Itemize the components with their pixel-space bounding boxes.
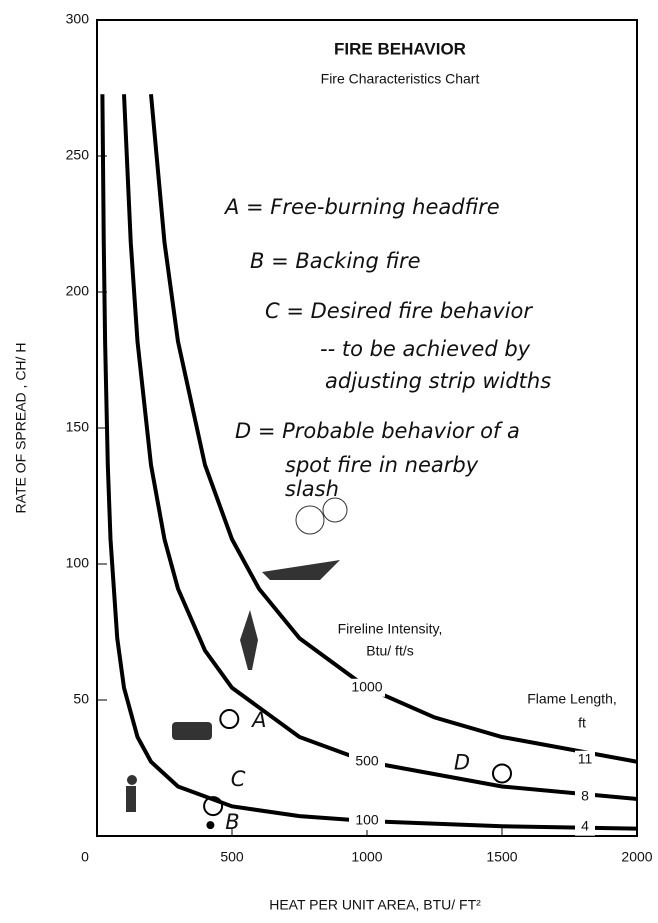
label-bg (349, 678, 385, 697)
chart-title: FIRE BEHAVIOR (334, 39, 466, 58)
point-label: D (454, 750, 470, 774)
point-marker (203, 796, 224, 817)
note: -- to be achieved by (320, 337, 531, 361)
note: adjusting strip widths (325, 369, 551, 393)
label-bg (575, 817, 595, 836)
flame-label: 11 (578, 750, 593, 766)
note: B = Backing fire (250, 249, 421, 273)
curves (100, 94, 637, 831)
note: spot fire in nearby (285, 453, 479, 477)
x-tick-label: 2000 (621, 849, 652, 865)
chart-subtitle: Fire Characteristics Chart (321, 71, 480, 87)
intensity-curve (122, 94, 637, 801)
intensity-curve (100, 94, 637, 831)
intensity-title: Fireline Intensity, (338, 621, 443, 637)
y-tick-label: 150 (66, 419, 90, 435)
label-bg (349, 812, 385, 831)
x-tick-label: 1500 (486, 849, 517, 865)
x-tick-label: 500 (220, 849, 244, 865)
y-axis-label: RATE OF SPREAD , CH/ H (13, 343, 29, 514)
y-tick-label: 50 (73, 691, 89, 707)
point-label: C (231, 767, 246, 791)
note: A = Free-burning headfire (223, 195, 500, 219)
flame-label: 8 (581, 788, 589, 804)
flame-label: 4 (581, 817, 589, 833)
note: C = Desired fire behavior (265, 299, 533, 323)
flame-title: Flame Length, (527, 691, 617, 707)
point-marker (206, 821, 215, 830)
note: D = Probable behavior of a (235, 419, 520, 443)
y-tick-label: 300 (66, 11, 90, 27)
point-label: B (225, 810, 239, 834)
intensity-curve (149, 94, 637, 764)
point-label: A (250, 708, 266, 732)
y-tick-label: 200 (66, 283, 90, 299)
curve-label: 1000 (351, 678, 382, 694)
x-axis-label: HEAT PER UNIT AREA, BTU/ FT² (269, 897, 481, 913)
label-bg (575, 750, 595, 769)
y-tick-label: 250 (66, 147, 90, 163)
point-marker (219, 709, 240, 730)
point-marker (492, 763, 512, 784)
label-bg (575, 788, 595, 807)
x-tick-label: 1000 (351, 849, 382, 865)
intensity-unit: Btu/ ft/s (366, 643, 413, 659)
label-bg (349, 752, 385, 771)
y-tick-label: 100 (66, 555, 90, 571)
curve-label: 500 (355, 752, 379, 768)
x-tick-label: 0 (81, 849, 89, 865)
curve-label: 100 (355, 812, 379, 828)
note: slash (285, 477, 339, 501)
icons (126, 497, 348, 812)
flame-unit: ft (578, 715, 586, 731)
